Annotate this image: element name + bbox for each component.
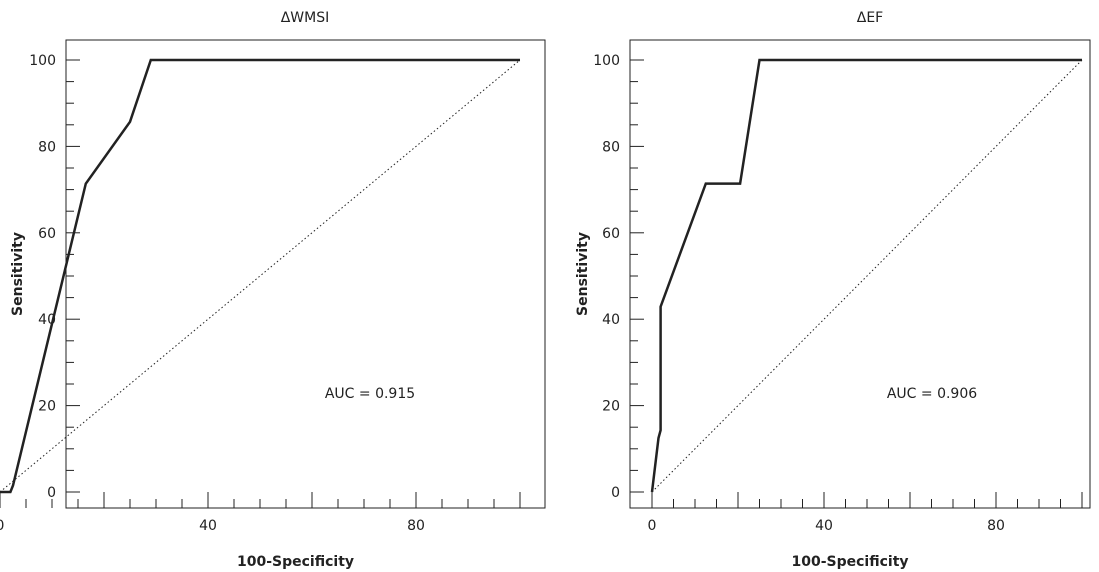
- roc-panel-wmsi: ΔWMSI02040608010004080100-SpecificitySen…: [0, 10, 546, 570]
- chart-title: ΔWMSI: [281, 10, 330, 26]
- x-axis-label: 100-Specificity: [791, 554, 908, 570]
- x-tick-label: 80: [407, 518, 425, 534]
- x-axis-label: 100-Specificity: [237, 554, 354, 570]
- y-tick-label: 0: [611, 485, 620, 501]
- auc-annotation: AUC = 0.906: [887, 386, 977, 402]
- chart-title: ΔEF: [857, 10, 883, 26]
- roc-panel-ef: ΔEF 0 20 40 60 80 100 0 40 80 100-Specificity Sensi…: [575, 10, 1091, 570]
- roc-curve: [0, 58, 520, 494]
- y-tick-label: 40: [602, 312, 620, 328]
- x-tick-label: 80: [987, 518, 1005, 534]
- auc-annotation: AUC = 0.915: [325, 386, 415, 402]
- x-tick-label: 40: [199, 518, 217, 534]
- y-tick-label: 80: [38, 139, 56, 155]
- x-tick-label: 0: [0, 518, 4, 534]
- x-tick-label: 0: [648, 518, 657, 534]
- y-tick-label: 100: [29, 53, 56, 69]
- y-tick-label: 60: [602, 226, 620, 242]
- plot-frame: [629, 39, 1091, 509]
- reference-diagonal: [0, 59, 521, 493]
- plot-frame: [65, 39, 546, 509]
- y-tick-label: 20: [38, 399, 56, 415]
- y-axis-label: Sensitivity: [575, 232, 591, 316]
- y-axis-label: Sensitivity: [10, 232, 26, 316]
- roc-curve: [650, 58, 1082, 493]
- x-tick-label: 40: [815, 518, 833, 534]
- reference-diagonal: [651, 59, 1083, 493]
- y-tick-label: 20: [602, 399, 620, 415]
- y-tick-label: 60: [38, 226, 56, 242]
- y-tick-label: 80: [602, 139, 620, 155]
- y-tick-label: 100: [593, 53, 620, 69]
- y-tick-label: 0: [47, 485, 56, 501]
